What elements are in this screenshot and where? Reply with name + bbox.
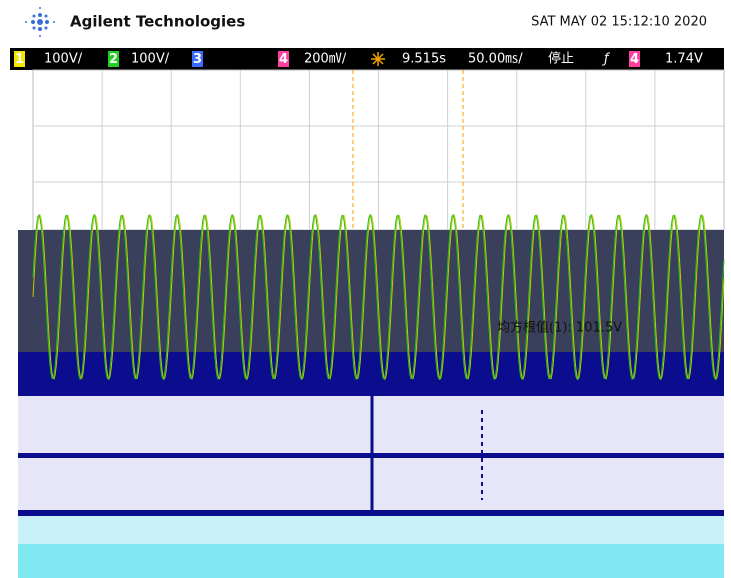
timebase: 50.00㎳/ [468,52,523,67]
cyan-band [18,516,724,544]
navy-band [18,352,724,396]
ch2-scale: 100V/ [131,52,170,67]
ch1-scale: 100V/ [44,52,83,67]
delay-icon [371,52,385,66]
stripe [18,510,724,516]
ch4-scale: 200㎷/ [304,52,347,67]
measurement: 均方根值(1): 101.5V [497,320,622,336]
channel-bar: 1 100V/ 2 100V/ 3 4 200㎷/ 9.515s 50.00㎳/… [10,48,724,70]
trigger-source: 4 [630,52,639,67]
ch3-label: 3 [193,52,202,67]
brand: Agilent Technologies [70,13,245,31]
trigger-level: 1.74V [665,52,703,67]
datetime: SAT MAY 02 15:12:10 2020 [531,15,707,30]
cyan-band-bottom [18,544,724,578]
ch2-label: 2 [109,52,118,67]
ch1-label: 1 [15,52,24,67]
delay: 9.515s [402,52,446,67]
scope-screen: Agilent Technologies SAT MAY 02 15:12:10… [0,0,731,578]
status: 停止 [548,51,574,67]
ch4-label: 4 [279,52,288,67]
